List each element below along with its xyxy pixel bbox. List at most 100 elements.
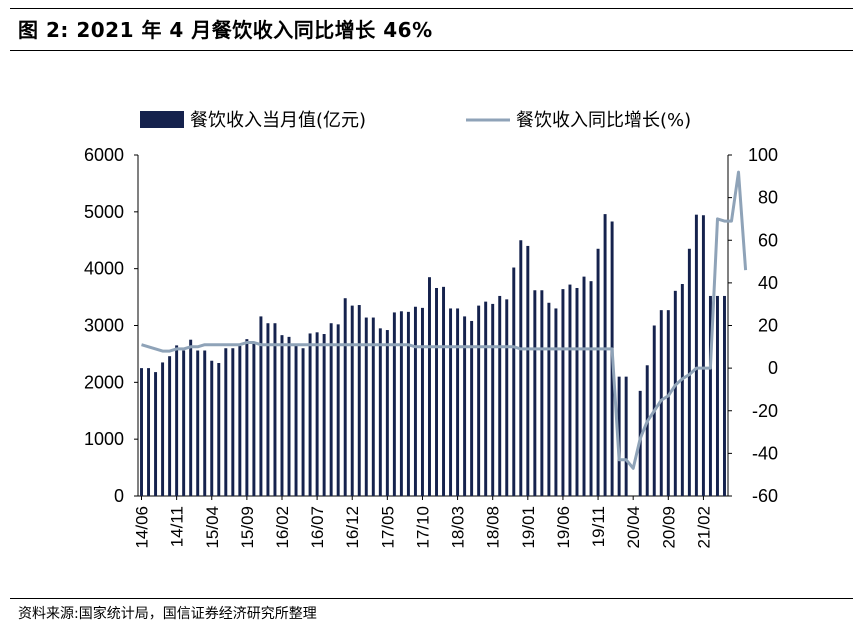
bar (568, 284, 572, 496)
bar (336, 324, 340, 496)
bar (547, 302, 551, 496)
legend-bar-label: 餐饮收入当月值(亿元) (190, 110, 366, 131)
bar (428, 277, 431, 496)
bar (343, 298, 347, 496)
bar (540, 290, 544, 496)
x-tick-label: 19/11 (589, 506, 608, 547)
bar (533, 290, 537, 496)
top-rule (10, 8, 853, 9)
bar (329, 323, 333, 496)
bar (449, 308, 453, 496)
x-tick-label: 20/09 (659, 506, 678, 549)
legend-line-label: 餐饮收入同比增长(%) (516, 110, 691, 131)
x-tick-label: 15/04 (203, 506, 222, 549)
right-tick-label: 100 (748, 145, 778, 165)
bar (147, 368, 151, 496)
bar (357, 305, 361, 496)
bar (217, 363, 221, 496)
x-tick-label: 18/03 (449, 506, 468, 549)
bar (140, 368, 143, 496)
bar (575, 287, 579, 496)
bar (484, 301, 488, 496)
x-tick-label: 14/06 (133, 506, 152, 549)
left-tick-label: 0 (114, 486, 124, 506)
left-tick-label: 2000 (84, 372, 124, 392)
figure-title: 图 2: 2021 年 4 月餐饮收入同比增长 46% (18, 18, 433, 42)
bar (589, 281, 593, 496)
bar (252, 342, 256, 496)
title-rule (10, 50, 853, 51)
bar (413, 306, 417, 496)
bar (371, 317, 375, 496)
left-tick-label: 4000 (84, 259, 124, 279)
bar (378, 328, 382, 496)
bar (259, 316, 263, 496)
bar (161, 362, 165, 496)
bar (294, 344, 298, 496)
bar (659, 310, 663, 496)
bottom-rule (10, 598, 853, 599)
bar (554, 308, 558, 496)
bar (308, 333, 312, 496)
bar (420, 307, 424, 496)
bar (694, 214, 698, 497)
x-tick-label: 14/11 (168, 506, 187, 547)
x-tick-label: 17/10 (414, 506, 433, 549)
bar (210, 360, 214, 496)
bar (154, 372, 158, 496)
bar (287, 336, 291, 496)
bar (435, 287, 438, 496)
bar (322, 334, 326, 496)
bar (364, 317, 368, 496)
bar (301, 348, 305, 496)
x-tick-label: 19/01 (519, 506, 538, 549)
bar (519, 240, 523, 496)
bar (399, 311, 403, 496)
x-tick-label: 20/04 (624, 506, 643, 549)
right-tick-label: -60 (752, 486, 778, 506)
x-tick-label: 17/05 (378, 506, 397, 549)
bar (238, 345, 242, 496)
bar (266, 323, 270, 496)
left-tick-label: 1000 (84, 429, 124, 449)
bar (456, 308, 460, 496)
bar (708, 295, 712, 496)
bar (526, 245, 530, 496)
bar (182, 350, 186, 496)
bar (491, 303, 495, 496)
bar (175, 345, 179, 496)
bar (603, 214, 607, 496)
right-tick-label: 0 (768, 358, 778, 378)
bar (231, 348, 235, 496)
bar (189, 339, 193, 496)
bar (582, 276, 586, 496)
x-tick-label: 18/08 (484, 506, 503, 549)
bar (624, 376, 628, 496)
left-tick-label: 3000 (84, 316, 124, 336)
bar (196, 350, 200, 496)
bar (680, 284, 684, 496)
bar (168, 356, 172, 496)
bar (350, 305, 354, 496)
bar (477, 305, 481, 496)
bar (701, 215, 705, 496)
growth-line (141, 170, 748, 470)
bar (673, 290, 677, 496)
x-tick-label: 16/12 (343, 506, 362, 549)
right-tick-label: 20 (758, 316, 778, 336)
bar (392, 312, 396, 496)
bar (715, 295, 719, 496)
right-tick-label: 40 (758, 273, 778, 293)
x-tick-label: 19/06 (554, 506, 573, 549)
bar (385, 330, 389, 496)
bar (505, 299, 509, 496)
bar (315, 332, 319, 496)
bar (406, 311, 410, 496)
bar (561, 289, 565, 496)
right-tick-label: 80 (758, 188, 778, 208)
bar (224, 348, 228, 496)
source-note: 资料来源:国家统计局，国信证券经济研究所整理 (18, 606, 317, 622)
left-tick-label: 5000 (84, 202, 124, 222)
bar (463, 316, 467, 496)
